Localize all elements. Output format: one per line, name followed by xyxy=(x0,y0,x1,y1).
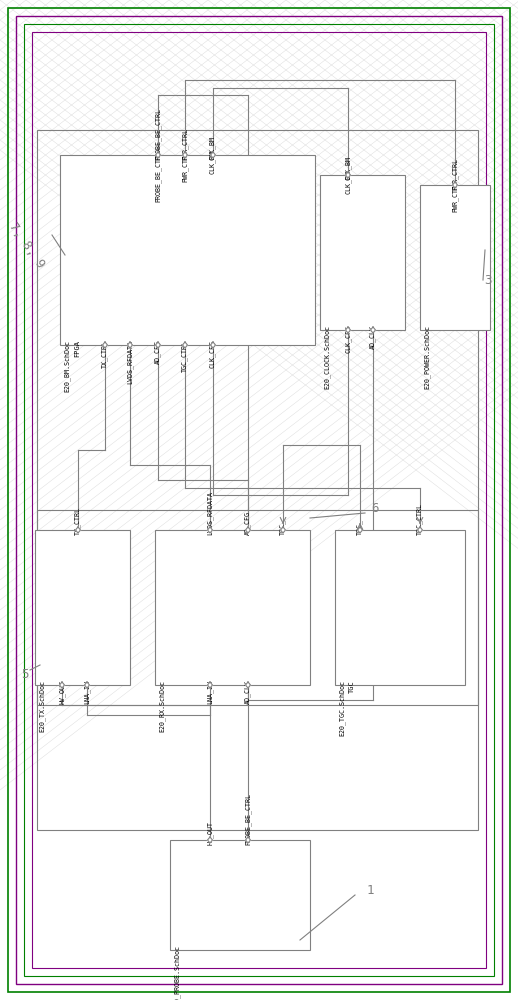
Text: PWR_CTRL: PWR_CTRL xyxy=(451,180,458,212)
Polygon shape xyxy=(246,837,251,843)
Polygon shape xyxy=(281,527,285,533)
Text: E20_PROBE.SchDoc: E20_PROBE.SchDoc xyxy=(174,945,180,1000)
Text: HV_OUT: HV_OUT xyxy=(206,821,213,845)
Text: TX_CTRL: TX_CTRL xyxy=(102,340,108,368)
Polygon shape xyxy=(210,342,215,348)
Text: LNA_IN: LNA_IN xyxy=(206,680,213,704)
Text: CLK_CFG: CLK_CFG xyxy=(344,325,351,353)
Bar xyxy=(32,32,486,968)
Text: PWR_CTRL: PWR_CTRL xyxy=(451,158,458,190)
Polygon shape xyxy=(370,327,376,333)
Polygon shape xyxy=(155,342,161,348)
Bar xyxy=(37,510,478,705)
Text: AD_CFG: AD_CFG xyxy=(154,340,161,364)
Text: AD_CLK: AD_CLK xyxy=(244,680,251,704)
Text: LVDS_RFDATA: LVDS_RFDATA xyxy=(206,491,213,535)
Text: PROBE_BE_CTRL: PROBE_BE_CTRL xyxy=(154,150,161,202)
Text: E20_CLOCK.SchDoc: E20_CLOCK.SchDoc xyxy=(323,325,330,389)
Text: HV_OUT: HV_OUT xyxy=(59,680,65,704)
Polygon shape xyxy=(103,342,107,348)
Polygon shape xyxy=(246,682,251,688)
Bar xyxy=(35,530,130,685)
Polygon shape xyxy=(155,152,161,158)
Text: AD_CFG: AD_CFG xyxy=(244,511,251,535)
Polygon shape xyxy=(84,682,90,688)
Text: TX_CTRL: TX_CTRL xyxy=(75,507,81,535)
Bar xyxy=(420,185,490,330)
Bar xyxy=(335,530,465,685)
Text: 3: 3 xyxy=(484,273,492,286)
Text: TGC_CTRL: TGC_CTRL xyxy=(416,503,423,535)
Text: TGC_CTRL: TGC_CTRL xyxy=(181,340,188,372)
Text: CLK_BM: CLK_BM xyxy=(209,136,216,160)
Polygon shape xyxy=(208,682,212,688)
Text: E20_RX.SchDoc: E20_RX.SchDoc xyxy=(159,680,165,732)
Polygon shape xyxy=(453,182,457,188)
Bar xyxy=(155,530,310,685)
Text: FPGA: FPGA xyxy=(74,340,80,357)
Bar xyxy=(60,155,315,345)
Text: 5: 5 xyxy=(21,668,29,682)
Polygon shape xyxy=(346,327,351,333)
Text: 6: 6 xyxy=(371,502,379,514)
Polygon shape xyxy=(357,527,363,533)
Polygon shape xyxy=(60,682,64,688)
Text: CLK_BM: CLK_BM xyxy=(209,150,216,174)
Text: TGC: TGC xyxy=(349,680,355,693)
Text: LVDS_RFDATA: LVDS_RFDATA xyxy=(126,340,133,384)
Bar xyxy=(170,840,310,950)
Polygon shape xyxy=(182,342,188,348)
Text: CLK_BM: CLK_BM xyxy=(344,170,351,194)
Text: E20_TX.SchDoc: E20_TX.SchDoc xyxy=(38,680,45,732)
Polygon shape xyxy=(182,152,188,158)
Polygon shape xyxy=(418,527,423,533)
Text: E20_BM.SchDoc: E20_BM.SchDoc xyxy=(63,340,70,392)
Text: AD_CLK: AD_CLK xyxy=(369,325,376,349)
Polygon shape xyxy=(127,342,133,348)
Text: PWR_CTRL: PWR_CTRL xyxy=(181,150,188,182)
Bar xyxy=(37,130,478,830)
Polygon shape xyxy=(346,172,351,178)
Text: 7, 8, 9: 7, 8, 9 xyxy=(7,220,47,270)
Text: TGC_: TGC_ xyxy=(356,519,363,535)
Polygon shape xyxy=(210,152,215,158)
Text: PWR_CTRL: PWR_CTRL xyxy=(181,128,188,160)
Polygon shape xyxy=(76,527,80,533)
Text: PROBE_BE_CTRL: PROBE_BE_CTRL xyxy=(154,108,161,160)
Text: E20_TGC.SchDoc: E20_TGC.SchDoc xyxy=(338,680,345,736)
Polygon shape xyxy=(246,527,251,533)
Text: 1: 1 xyxy=(366,884,374,896)
Text: CLK_BM: CLK_BM xyxy=(344,156,351,180)
Text: TGC_: TGC_ xyxy=(279,519,286,535)
Polygon shape xyxy=(208,837,212,843)
Text: LNA_IN: LNA_IN xyxy=(83,680,90,704)
Text: E20_POWER.SchDoc: E20_POWER.SchDoc xyxy=(423,325,430,389)
Polygon shape xyxy=(208,527,212,533)
Bar xyxy=(320,175,405,330)
Text: PROBE_BE_CTRL: PROBE_BE_CTRL xyxy=(244,793,251,845)
Text: CLK_CFG: CLK_CFG xyxy=(209,340,216,368)
